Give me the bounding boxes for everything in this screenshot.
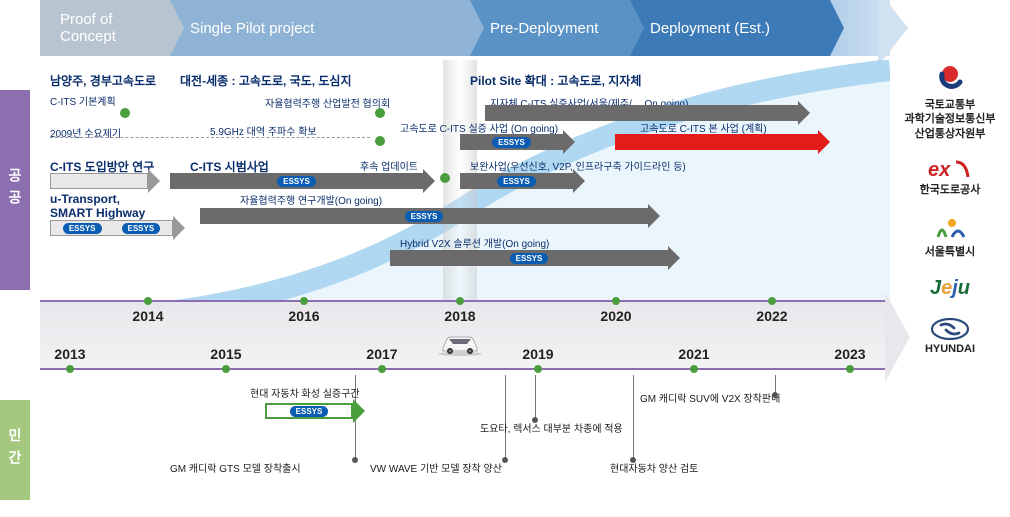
- year-2020: 2020: [600, 308, 631, 324]
- connector-line: [505, 375, 506, 460]
- year-2022: 2022: [756, 308, 787, 324]
- connector-dot: [630, 457, 636, 463]
- label: 2009년 수요제기: [50, 125, 121, 140]
- connector-dot: [502, 457, 508, 463]
- logo-seoul-text: 서울특별시: [925, 245, 976, 259]
- essys-badge: ESSYS: [497, 176, 536, 187]
- label: Hybrid V2X 솔루션 개발(On going): [400, 235, 549, 250]
- year-2021: 2021: [678, 346, 709, 362]
- sublabel: C-ITS 기본계획: [50, 93, 156, 108]
- phase-banner: Proof of Concept Single Pilot project Pr…: [40, 0, 890, 56]
- milestone-dot: [120, 108, 130, 118]
- label: Pilot Site 확대 : 고속도로, 지자체: [470, 72, 641, 89]
- year-2015: 2015: [210, 346, 241, 362]
- label: 고속도로 C-ITS 실증 사업 (On going): [400, 120, 558, 135]
- label: u-Transport,SMART Highway: [50, 192, 145, 220]
- side-label-private: 민간: [0, 400, 30, 500]
- year-2023: 2023: [834, 346, 865, 362]
- label: 5.9GHz 대역 주파수 확보: [210, 123, 317, 138]
- essys-badge: ESSYS: [405, 211, 444, 222]
- connector-line: [633, 375, 634, 460]
- timeline-arrow: ESSYS: [200, 208, 660, 224]
- essys-badge: ESSYS: [122, 223, 161, 234]
- timeline-arrow: ESSYS: [460, 134, 575, 150]
- essys-badge: ESSYS: [63, 223, 102, 234]
- logo-ex: ex 한국도로공사: [920, 159, 981, 197]
- label: 자율협력주행 산업발전 협의회: [265, 95, 390, 110]
- logo-hyundai-text: HYUNDAI: [925, 342, 975, 356]
- year-2017: 2017: [366, 346, 397, 362]
- timeline-arrow: [485, 105, 810, 121]
- label: 후속 업데이트: [360, 158, 418, 173]
- logo-gov-text: 국토교통부 과학기술정보통신부 산업통상자원부: [904, 98, 995, 141]
- timeline-arrow: ESSYS: [390, 250, 680, 266]
- essys-badge: ESSYS: [277, 176, 316, 187]
- timeline-area: 2014 2016 2018 2020 2022 2013 2015 2017 2019 2021…: [40, 60, 890, 517]
- year-2014: 2014: [132, 308, 163, 324]
- logo-gov: 국토교통부 과학기술정보통신부 산업통상자원부: [904, 60, 995, 141]
- logo-seoul: 서울특별시: [925, 215, 976, 259]
- timeline-arrow: ESSYS: [170, 173, 435, 189]
- timeline-arrow: ESSYS: [265, 403, 365, 419]
- svg-text:ex: ex: [928, 159, 951, 181]
- essys-badge: ESSYS: [290, 406, 329, 417]
- year-2013: 2013: [54, 346, 85, 362]
- year-2019: 2019: [522, 346, 553, 362]
- private-label: 현대자동차 양산 검토: [610, 460, 698, 475]
- connector-line: [535, 375, 536, 420]
- logo-ex-text: 한국도로공사: [920, 183, 981, 197]
- phase-proof: Proof of Concept: [40, 0, 170, 56]
- phase-deploy: Deployment (Est.): [630, 0, 830, 56]
- private-label: 도요타, 렉서스 대부분 차종에 적용: [480, 420, 623, 435]
- label: 고속도로 C-ITS 본 사업 (계획): [640, 120, 767, 135]
- timeline-arrow: [50, 173, 160, 189]
- timeline-arrow: ESSYS: [460, 173, 585, 189]
- logo-column: 국토교통부 과학기술정보통신부 산업통상자원부 ex 한국도로공사 서울특별시 …: [895, 60, 1005, 357]
- private-label: GM 캐디락 SUV에 V2X 장착판매: [640, 390, 780, 405]
- car-icon: [435, 332, 485, 356]
- connector-dot: [772, 392, 778, 398]
- timeline-arrow: [615, 134, 830, 150]
- connector-dot: [532, 417, 538, 423]
- year-2016: 2016: [288, 308, 319, 324]
- connector-dot: [352, 457, 358, 463]
- year-2018: 2018: [444, 308, 475, 324]
- logo-jeju: Jeju: [930, 277, 970, 300]
- private-label: VW WAVE 기반 모델 장착 양산: [370, 460, 502, 475]
- essys-badge: ESSYS: [510, 253, 549, 264]
- logo-hyundai: HYUNDAI: [925, 318, 975, 356]
- phase-pilot: Single Pilot project: [170, 0, 470, 56]
- side-label-public: 공공: [0, 90, 30, 290]
- private-label: 현대 자동차 화성 실증구간: [250, 385, 360, 400]
- milestone-dot: [440, 173, 450, 183]
- label: 대전-세종 : 고속도로, 국도, 도심지: [180, 72, 352, 89]
- label: 남양주, 경부고속도로: [50, 72, 156, 89]
- milestone-dot: [375, 136, 385, 146]
- timeline-arrow: ESSYS ESSYS: [50, 220, 185, 236]
- phase-predeploy: Pre-Deployment: [470, 0, 630, 56]
- private-label: GM 캐디락 GTS 모델 장착출시: [170, 460, 301, 475]
- milestone-dot: [375, 108, 385, 118]
- label: 자율협력주행 연구개발(On going): [240, 192, 382, 207]
- essys-badge: ESSYS: [492, 137, 531, 148]
